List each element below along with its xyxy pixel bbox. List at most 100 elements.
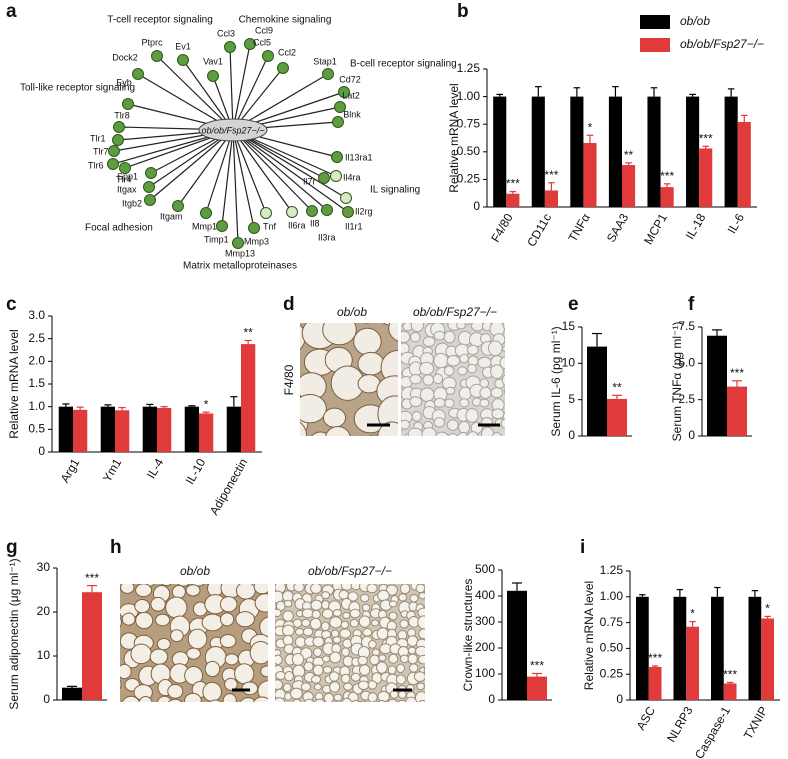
significance-label: ** — [624, 148, 634, 162]
significance-label: *** — [660, 169, 674, 183]
significance-label: *** — [506, 177, 520, 191]
cell — [433, 397, 446, 408]
cell — [427, 644, 437, 654]
cell — [241, 681, 259, 696]
group-label: Chemokine signaling — [239, 15, 332, 26]
cell — [329, 616, 343, 629]
cell — [204, 660, 221, 678]
y-axis-label: Serum IL-6 (pg ml⁻¹) — [549, 326, 563, 436]
cell — [422, 336, 436, 347]
cell — [504, 370, 505, 375]
cell — [376, 661, 388, 674]
cell — [340, 620, 350, 629]
cell — [367, 680, 378, 690]
bar — [184, 406, 199, 452]
x-tick-label: IL-18 — [683, 211, 709, 242]
node-label: Il13ra1 — [345, 152, 373, 162]
node-label: Spp1 — [117, 171, 138, 181]
error-bar — [726, 681, 734, 684]
group-label: B-cell receptor signaling — [350, 59, 457, 70]
network-node — [145, 167, 157, 179]
node-label: Lat2 — [342, 90, 360, 100]
cell — [443, 365, 455, 376]
significance-label: *** — [699, 131, 713, 145]
cell — [224, 653, 239, 666]
cell — [282, 683, 292, 693]
bar — [241, 344, 256, 452]
cell — [224, 677, 238, 691]
error-bar — [188, 405, 196, 407]
cell — [504, 323, 505, 324]
cell — [377, 690, 391, 702]
cell — [253, 584, 268, 595]
cell — [219, 612, 235, 627]
node-label: Timp1 — [204, 234, 229, 244]
cell — [311, 431, 331, 436]
error-bar — [676, 588, 684, 597]
cell — [499, 356, 505, 370]
y-tick-label: 0.75 — [457, 116, 481, 130]
cell — [503, 443, 513, 453]
cell — [413, 671, 425, 682]
cell — [445, 386, 456, 395]
cell — [135, 611, 154, 630]
cell — [290, 687, 303, 700]
y-tick-label: 0.50 — [600, 641, 624, 655]
cell — [368, 434, 381, 436]
cell — [284, 671, 294, 682]
node-label: Il7r — [303, 176, 316, 186]
cell — [309, 584, 322, 594]
error-bar — [87, 584, 97, 593]
cell — [417, 654, 425, 665]
cell — [120, 663, 132, 680]
network-edge — [232, 129, 347, 199]
error-bar — [740, 114, 748, 122]
cell — [366, 584, 378, 594]
cell — [186, 647, 201, 660]
cell — [275, 679, 284, 690]
cell — [120, 587, 121, 593]
significance-label: *** — [730, 366, 744, 380]
cell — [124, 584, 131, 585]
y-tick-label: 0.25 — [457, 172, 481, 186]
cell — [401, 369, 402, 377]
significance-label: *** — [723, 668, 737, 682]
cell — [361, 603, 371, 612]
error-bar — [651, 665, 659, 667]
cell — [105, 648, 120, 662]
micrograph — [275, 584, 438, 702]
error-bar — [586, 134, 594, 143]
cell — [300, 682, 312, 692]
micrograph — [105, 584, 268, 702]
y-tick-label: 0 — [473, 199, 480, 213]
cell — [357, 680, 370, 691]
error-bar — [689, 620, 696, 627]
cell — [121, 612, 136, 626]
cell — [157, 695, 172, 702]
cell — [351, 699, 361, 702]
cell — [259, 616, 268, 638]
bar — [531, 96, 545, 207]
cell — [427, 654, 438, 664]
network-node — [207, 70, 219, 82]
cell — [120, 617, 123, 628]
bar — [199, 413, 214, 452]
cell — [377, 589, 390, 602]
network-edge — [232, 129, 293, 213]
error-bar — [532, 672, 542, 677]
x-tick-label: IL-10 — [183, 456, 209, 487]
y-tick-label: 0 — [38, 444, 45, 458]
cell — [309, 617, 322, 631]
cell — [235, 584, 256, 600]
cell — [433, 330, 446, 341]
column-title: ob/ob/Fsp27−/− — [413, 305, 497, 319]
column-title: ob/ob — [180, 564, 210, 578]
cell — [283, 599, 293, 608]
cell — [252, 696, 268, 702]
cell — [443, 330, 456, 344]
network-edge — [182, 59, 234, 131]
cell — [275, 670, 286, 681]
cell — [506, 430, 517, 441]
bar — [724, 96, 738, 207]
cell — [401, 323, 404, 327]
